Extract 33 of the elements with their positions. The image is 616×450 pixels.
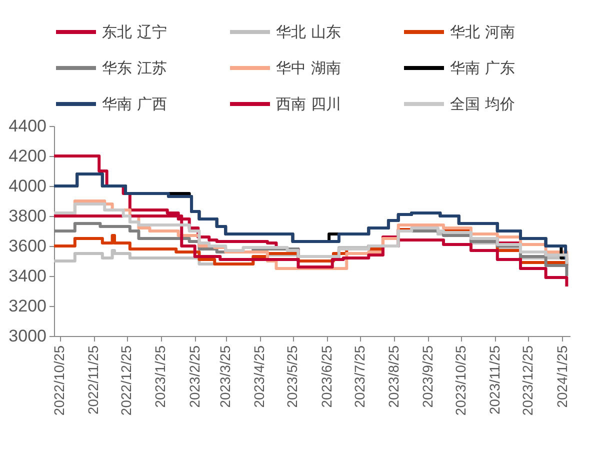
legend-label: 华东 江苏 (102, 59, 167, 77)
x-tick-label: 2024/1/25 (554, 345, 570, 408)
x-tick-label: 2023/4/25 (251, 345, 268, 408)
x-tick-label: 2023/11/25 (486, 345, 503, 415)
x-tick-label: 2023/2/25 (186, 345, 202, 408)
y-tick-label: 3000 (8, 326, 46, 346)
x-tick-label: 2023/12/25 (520, 345, 536, 416)
legend-label: 华南 广东 (450, 59, 515, 77)
x-tick-label: 2023/8/25 (385, 345, 402, 408)
legend-label: 东北 辽宁 (102, 23, 167, 41)
legend-label: 华南 广西 (102, 95, 167, 113)
y-tick-label: 4000 (8, 176, 46, 196)
y-tick-label: 3200 (8, 296, 46, 316)
x-tick-label: 2023/6/25 (318, 345, 334, 408)
x-tick-label: 2023/7/25 (351, 345, 368, 408)
x-tick-label: 2023/3/25 (217, 345, 234, 408)
legend-label: 全国 均价 (450, 95, 515, 113)
x-tick-label: 2022/11/25 (85, 345, 102, 415)
legend-label: 华北 山东 (276, 23, 341, 41)
x-tick-label: 2023/1/25 (152, 345, 168, 408)
legend-label: 西南 四川 (276, 95, 341, 113)
x-tick-label: 2022/12/25 (118, 345, 134, 416)
x-tick-label: 2023/5/25 (284, 345, 300, 408)
y-tick-label: 3600 (8, 236, 46, 256)
x-tick-label: 2023/9/25 (420, 345, 436, 408)
legend-label: 华北 河南 (450, 23, 515, 41)
y-tick-label: 3800 (8, 206, 46, 226)
x-tick-label: 2022/10/25 (51, 345, 67, 416)
y-tick-label: 4400 (8, 116, 46, 136)
legend-label: 华中 湖南 (276, 59, 341, 77)
y-tick-label: 3400 (8, 266, 46, 286)
x-tick-label: 2023/10/25 (452, 345, 469, 416)
y-tick-label: 4200 (8, 146, 46, 166)
